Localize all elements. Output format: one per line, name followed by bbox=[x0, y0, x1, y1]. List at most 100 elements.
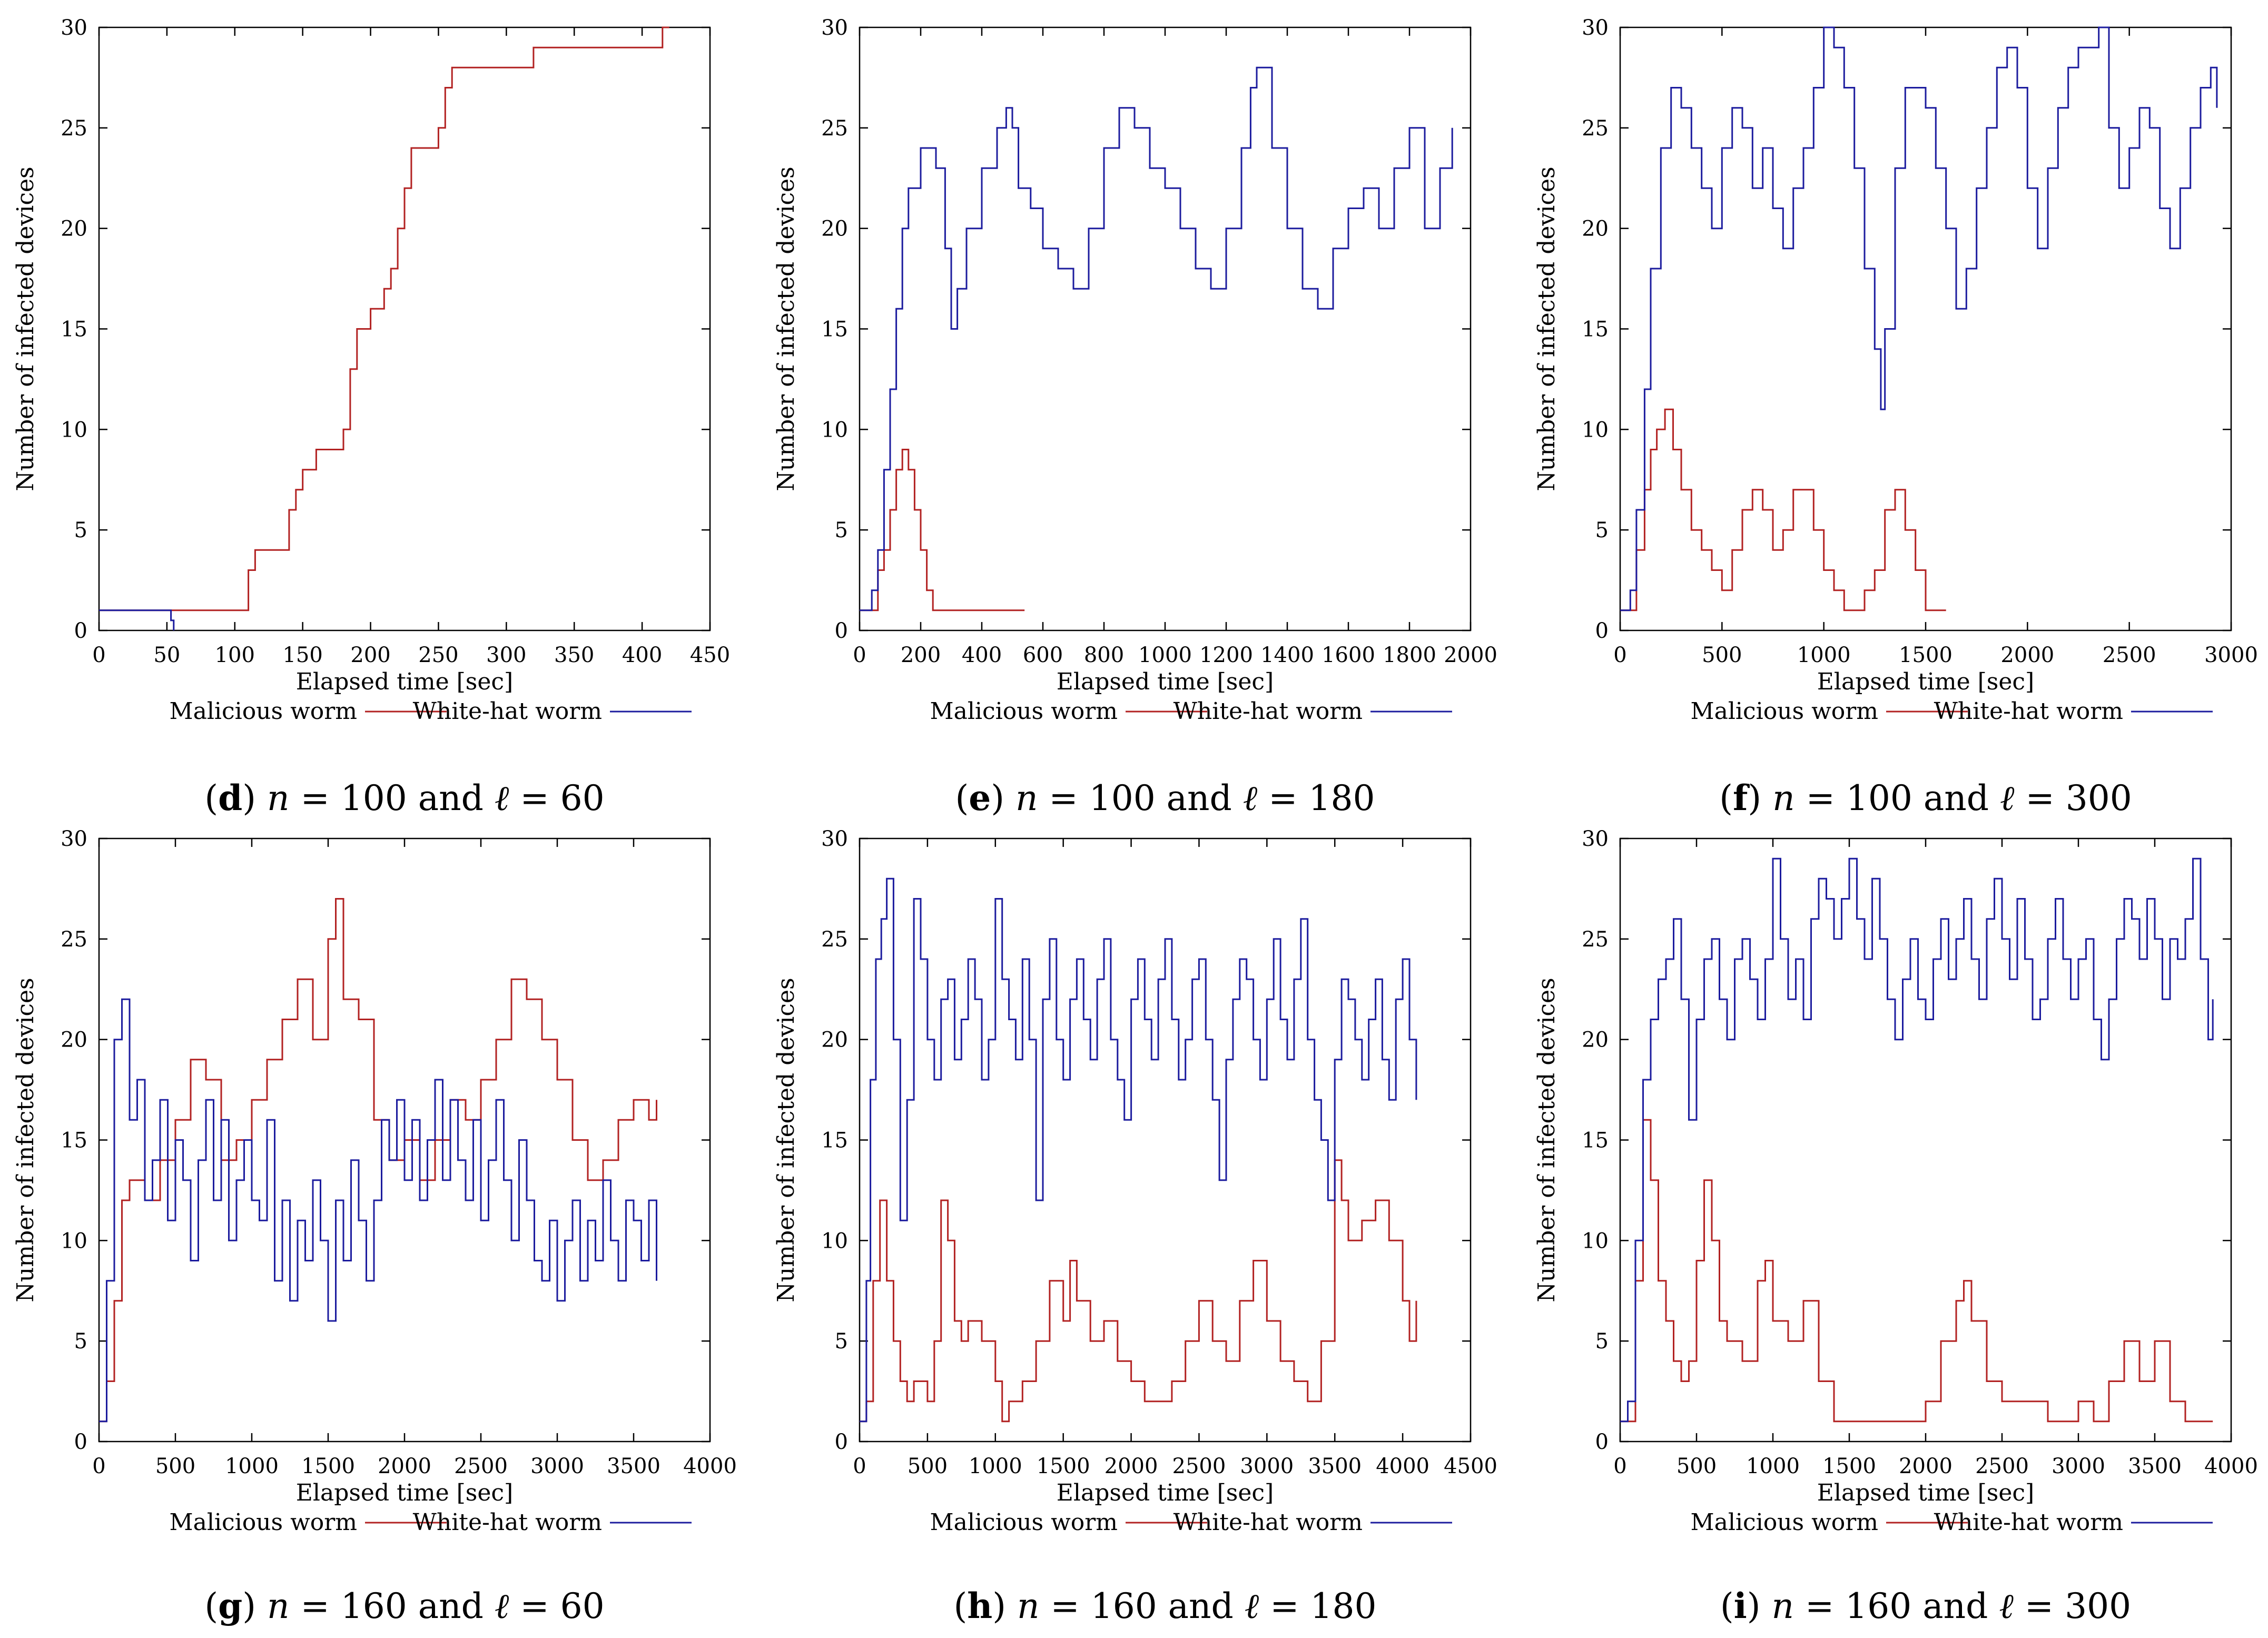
y-tick-label: 25 bbox=[821, 927, 848, 952]
y-axis-label: Number of infected devices bbox=[12, 166, 39, 491]
x-tick-label: 3000 bbox=[530, 1454, 584, 1478]
x-tick-label: 2500 bbox=[454, 1454, 508, 1478]
x-axis-label: Elapsed time [sec] bbox=[296, 1479, 513, 1506]
y-axis-label: Number of infected devices bbox=[1533, 978, 1560, 1302]
x-tick-label: 50 bbox=[153, 643, 180, 667]
x-tick-label: 1000 bbox=[1138, 643, 1192, 667]
x-tick-label: 2000 bbox=[378, 1454, 431, 1478]
y-tick-label: 5 bbox=[74, 518, 87, 542]
panel-caption: (g) n = 160 and ℓ = 60 bbox=[204, 1585, 604, 1626]
legend-label-malicious: Malicious worm bbox=[1691, 1509, 1878, 1536]
series-line-malicious bbox=[860, 1159, 1417, 1423]
caption-l-value: 180 bbox=[1309, 778, 1375, 818]
x-tick-label: 1000 bbox=[1746, 1454, 1800, 1478]
x-tick-label: 300 bbox=[486, 643, 526, 667]
y-tick-label: 10 bbox=[821, 1229, 848, 1253]
y-tick-label: 5 bbox=[835, 1329, 848, 1354]
x-tick-label: 100 bbox=[215, 643, 255, 667]
panel-caption: (e) n = 100 and ℓ = 180 bbox=[955, 777, 1375, 818]
y-tick-label: 5 bbox=[835, 518, 848, 542]
x-axis-label: Elapsed time [sec] bbox=[1057, 1479, 1274, 1506]
y-tick-label: 25 bbox=[1582, 116, 1609, 141]
x-tick-label: 1000 bbox=[969, 1454, 1022, 1478]
chart-panel-e: 0 5 10 15 20 25 30 0 200 400 600 800 1000 1200 1400 160… bbox=[773, 16, 1497, 818]
series-line-malicious bbox=[1620, 1119, 2213, 1423]
y-tick-label: 15 bbox=[1582, 1129, 1609, 1153]
x-tick-label: 500 bbox=[908, 1454, 948, 1478]
x-tick-label: 2000 bbox=[1105, 1454, 1158, 1478]
series-line-malicious bbox=[860, 449, 1025, 611]
legend-label-white-hat: White-hat worm bbox=[413, 698, 602, 725]
x-tick-label: 2500 bbox=[1172, 1454, 1226, 1478]
x-tick-label: 0 bbox=[92, 1454, 105, 1478]
plot-frame bbox=[859, 837, 1472, 1443]
x-axis-label: Elapsed time [sec] bbox=[296, 668, 513, 695]
y-axis-label: Number of infected devices bbox=[12, 978, 39, 1302]
y-tick-label: 10 bbox=[821, 418, 848, 442]
legend-label-malicious: Malicious worm bbox=[930, 1509, 1118, 1536]
y-tick-label: 20 bbox=[821, 1028, 848, 1052]
x-tick-label: 2000 bbox=[1444, 643, 1497, 667]
x-tick-label: 2000 bbox=[2000, 643, 2054, 667]
panel-caption: (f) n = 100 and ℓ = 300 bbox=[1719, 777, 2132, 818]
legend-label-white-hat: White-hat worm bbox=[413, 1509, 602, 1536]
caption-l-value: 60 bbox=[560, 1586, 605, 1626]
y-axis-label: Number of infected devices bbox=[773, 978, 800, 1302]
chart-panel-g: 0 5 10 15 20 25 30 0 500 1000 1500 2000 2500 3000 3500… bbox=[12, 827, 737, 1626]
x-tick-label: 450 bbox=[690, 643, 730, 667]
x-tick-label: 3500 bbox=[607, 1454, 660, 1478]
y-axis-label: Number of infected devices bbox=[773, 166, 800, 491]
legend-label-white-hat: White-hat worm bbox=[1174, 1509, 1363, 1536]
y-tick-label: 0 bbox=[74, 1430, 87, 1454]
y-tick-label: 0 bbox=[74, 619, 87, 643]
y-tick-label: 30 bbox=[61, 827, 87, 851]
y-tick-label: 0 bbox=[1595, 1430, 1609, 1454]
series-line-white-hat bbox=[860, 66, 1453, 611]
x-tick-label: 600 bbox=[1023, 643, 1063, 667]
x-tick-label: 800 bbox=[1084, 643, 1124, 667]
x-tick-label: 200 bbox=[901, 643, 941, 667]
caption-n-value: 160 bbox=[1091, 1586, 1157, 1626]
x-tick-label: 1600 bbox=[1322, 643, 1375, 667]
y-tick-label: 20 bbox=[821, 217, 848, 241]
x-tick-label: 1500 bbox=[301, 1454, 355, 1478]
x-tick-label: 4000 bbox=[2204, 1454, 2258, 1478]
x-tick-label: 1500 bbox=[1822, 1454, 1876, 1478]
x-tick-label: 2000 bbox=[1899, 1454, 1953, 1478]
caption-n-value: 100 bbox=[1089, 778, 1156, 818]
legend-label-malicious: Malicious worm bbox=[1691, 698, 1878, 725]
y-axis-label: Number of infected devices bbox=[1533, 166, 1560, 491]
x-tick-label: 500 bbox=[1677, 1454, 1717, 1478]
x-tick-label: 0 bbox=[1613, 643, 1626, 667]
y-tick-label: 10 bbox=[61, 1229, 87, 1253]
x-axis-label: Elapsed time [sec] bbox=[1817, 1479, 2034, 1506]
x-tick-label: 1500 bbox=[1899, 643, 1953, 667]
x-tick-label: 1000 bbox=[1797, 643, 1851, 667]
y-tick-label: 30 bbox=[1582, 827, 1609, 851]
x-tick-label: 2500 bbox=[1975, 1454, 2029, 1478]
y-tick-label: 15 bbox=[1582, 318, 1609, 342]
caption-n-value: 100 bbox=[1846, 778, 1912, 818]
panel-caption: (d) n = 100 and ℓ = 60 bbox=[204, 777, 604, 818]
y-tick-label: 5 bbox=[1595, 518, 1609, 542]
panel-caption: (h) n = 160 and ℓ = 180 bbox=[953, 1585, 1376, 1626]
y-tick-label: 30 bbox=[821, 827, 848, 851]
x-axis-label: Elapsed time [sec] bbox=[1057, 668, 1274, 695]
caption-letter: i bbox=[1734, 1585, 1747, 1626]
y-tick-label: 20 bbox=[1582, 217, 1609, 241]
series-line-white-hat bbox=[860, 877, 1417, 1423]
x-tick-label: 500 bbox=[155, 1454, 195, 1478]
x-tick-label: 3500 bbox=[2128, 1454, 2182, 1478]
x-tick-label: 3000 bbox=[2052, 1454, 2105, 1478]
legend-label-malicious: Malicious worm bbox=[930, 698, 1118, 725]
x-tick-label: 150 bbox=[282, 643, 322, 667]
y-tick-label: 25 bbox=[61, 927, 87, 952]
series-line-malicious bbox=[1620, 408, 1946, 611]
x-tick-label: 0 bbox=[92, 643, 105, 667]
caption-letter: f bbox=[1733, 777, 1750, 818]
y-tick-label: 20 bbox=[61, 1028, 87, 1052]
y-tick-label: 20 bbox=[1582, 1028, 1609, 1052]
legend-label-white-hat: White-hat worm bbox=[1934, 698, 2123, 725]
caption-letter: e bbox=[969, 777, 991, 818]
y-tick-label: 0 bbox=[1595, 619, 1609, 643]
